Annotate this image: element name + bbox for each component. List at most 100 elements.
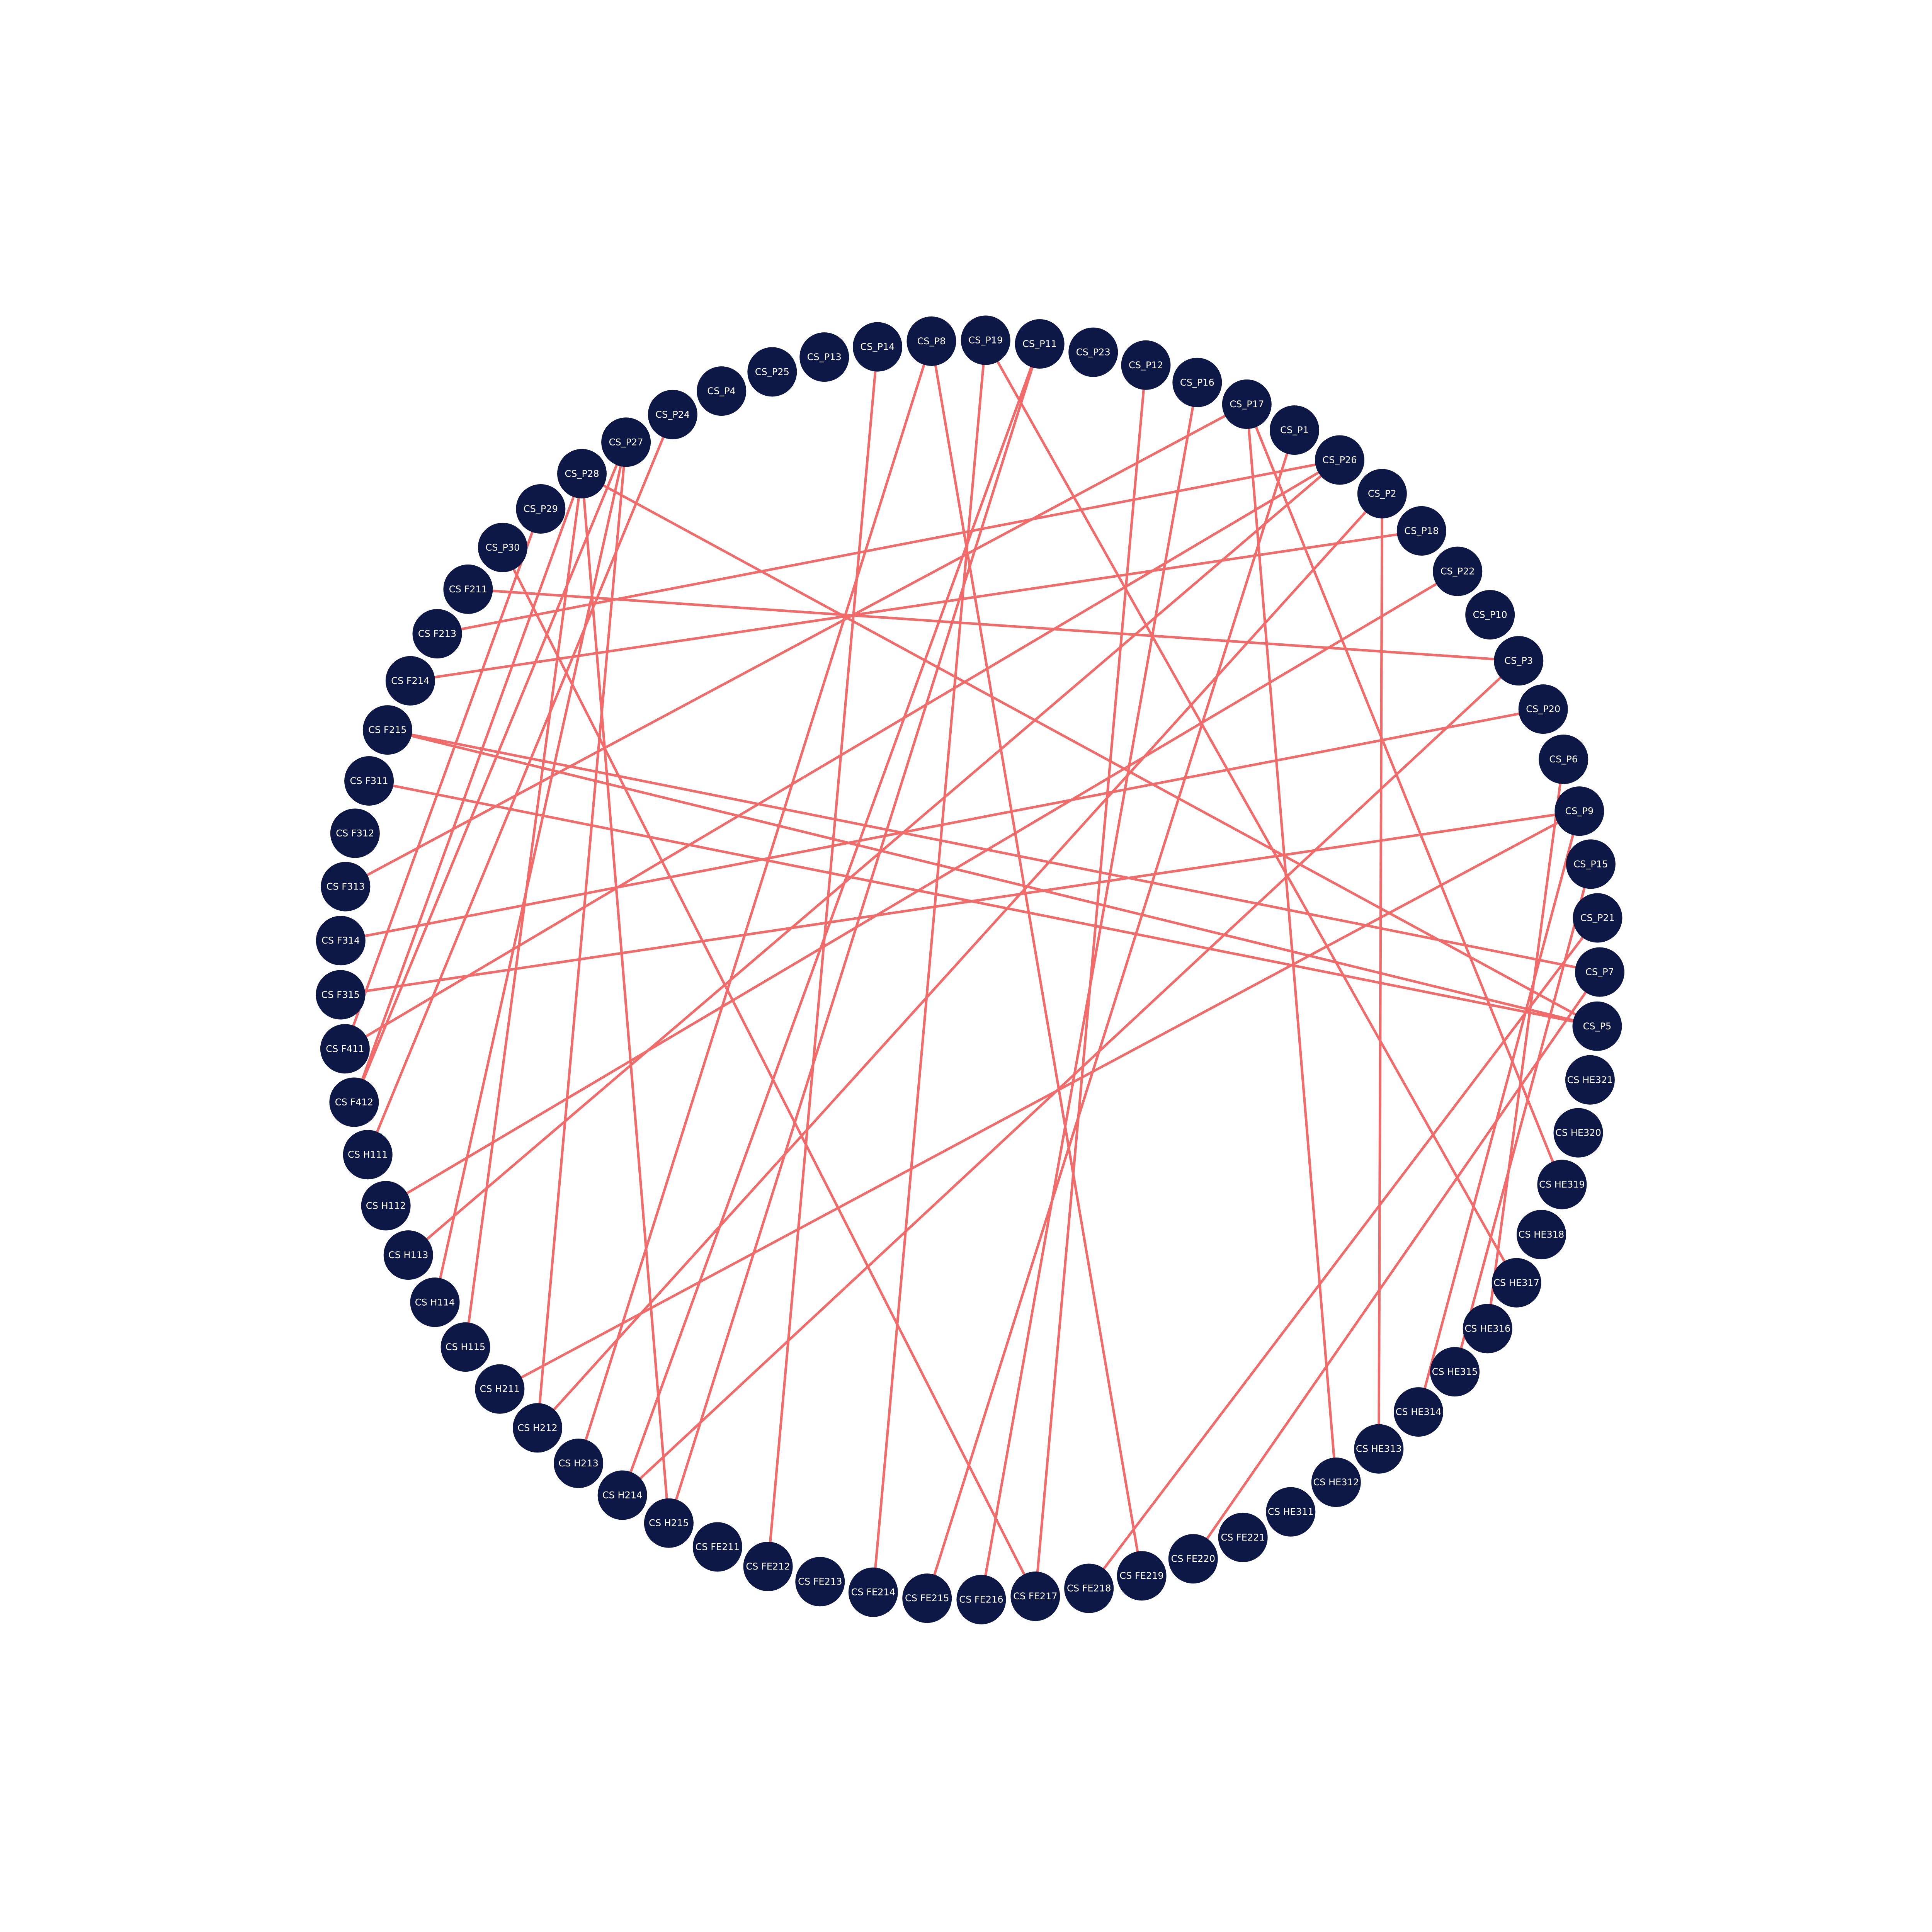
graph-node[interactable]: CS F211 — [443, 564, 493, 614]
graph-node[interactable]: CS F312 — [330, 808, 380, 858]
graph-edge — [926, 430, 1296, 1599]
graph-node[interactable]: CS HE315 — [1430, 1347, 1480, 1397]
graph-node[interactable]: CS HE320 — [1553, 1108, 1603, 1158]
node-circle — [1064, 1563, 1114, 1613]
graph-node[interactable]: CS_P5 — [1572, 1001, 1622, 1051]
node-circle — [1565, 1055, 1615, 1105]
graph-node[interactable]: CS_P8 — [906, 316, 956, 366]
graph-node[interactable]: CS F214 — [385, 656, 435, 706]
graph-node[interactable]: CS F213 — [412, 609, 462, 659]
graph-node[interactable]: CS_P11 — [1015, 319, 1065, 369]
graph-node[interactable]: CS F315 — [316, 970, 366, 1020]
graph-node[interactable]: CS F311 — [344, 756, 394, 806]
graph-node[interactable]: CS HE321 — [1565, 1055, 1615, 1105]
graph-node[interactable]: CS_P27 — [601, 417, 651, 467]
graph-node[interactable]: CS HE311 — [1266, 1487, 1316, 1537]
node-circle — [1537, 1160, 1587, 1209]
graph-node[interactable]: CS FE211 — [692, 1522, 742, 1572]
node-label: CS F311 — [350, 776, 388, 786]
node-circle — [961, 315, 1010, 365]
graph-node[interactable]: CS F411 — [320, 1024, 370, 1074]
graph-node[interactable]: CS_P10 — [1465, 590, 1515, 639]
graph-node[interactable]: CS FE218 — [1064, 1563, 1114, 1613]
graph-node[interactable]: CS F215 — [362, 705, 412, 755]
graph-node[interactable]: CS_P20 — [1518, 684, 1568, 734]
graph-node[interactable]: CS FE216 — [956, 1575, 1006, 1624]
graph-node[interactable]: CS_P15 — [1566, 839, 1616, 889]
node-circle — [557, 449, 607, 498]
graph-node[interactable]: CS HE317 — [1492, 1258, 1541, 1308]
graph-node[interactable]: CS_P6 — [1539, 735, 1588, 784]
graph-node[interactable]: CS FE219 — [1117, 1551, 1167, 1601]
graph-node[interactable]: CS_P22 — [1433, 546, 1483, 596]
graph-edge — [340, 810, 1580, 996]
graph-node[interactable]: CS HE319 — [1537, 1160, 1587, 1209]
node-circle — [440, 1322, 490, 1372]
node-circle — [330, 808, 380, 858]
graph-edge — [1486, 759, 1565, 1329]
node-label: CS_P18 — [1404, 526, 1439, 536]
graph-node[interactable]: CS FE214 — [848, 1567, 898, 1617]
node-circle — [902, 1573, 952, 1623]
node-label: CS HE320 — [1555, 1128, 1601, 1138]
graph-node[interactable]: CS_P7 — [1575, 947, 1624, 997]
graph-node[interactable]: CS_P30 — [478, 522, 527, 572]
graph-node[interactable]: CS FE215 — [902, 1573, 952, 1623]
graph-node[interactable]: CS HE312 — [1311, 1458, 1361, 1507]
graph-node[interactable]: CS_P1 — [1270, 405, 1320, 455]
graph-node[interactable]: CS FE217 — [1010, 1571, 1060, 1621]
graph-node[interactable]: CS F314 — [316, 916, 366, 966]
node-label: CS_P4 — [707, 386, 736, 396]
graph-node[interactable]: CS H211 — [475, 1364, 525, 1414]
graph-node[interactable]: CS FE212 — [743, 1542, 793, 1592]
graph-node[interactable]: CS_P16 — [1172, 357, 1222, 407]
graph-node[interactable]: CS F412 — [329, 1077, 379, 1127]
graph-node[interactable]: CS_P14 — [852, 322, 902, 372]
graph-node[interactable]: CS H214 — [597, 1470, 647, 1520]
graph-node[interactable]: CS H113 — [383, 1230, 433, 1280]
node-circle — [1463, 1304, 1512, 1354]
graph-node[interactable]: CS_P24 — [648, 389, 697, 439]
graph-node[interactable]: CS_P12 — [1121, 340, 1171, 390]
graph-node[interactable]: CS_P18 — [1396, 506, 1446, 556]
graph-node[interactable]: CS_P9 — [1554, 786, 1604, 836]
graph-node[interactable]: CS_P25 — [747, 347, 797, 397]
graph-node[interactable]: CS FE213 — [795, 1557, 845, 1607]
graph-node[interactable]: CS H115 — [440, 1322, 490, 1372]
graph-node[interactable]: CS_P3 — [1494, 636, 1544, 686]
graph-node[interactable]: CS_P2 — [1357, 469, 1407, 519]
graph-edge — [1245, 403, 1563, 1185]
graph-node[interactable]: CS_P23 — [1068, 327, 1118, 377]
node-label: CS_P27 — [609, 437, 643, 447]
graph-node[interactable]: CS_P21 — [1573, 893, 1622, 943]
node-label: CS H113 — [388, 1250, 428, 1260]
graph-node[interactable]: CS H114 — [410, 1277, 460, 1327]
graph-node[interactable]: CS HE314 — [1393, 1387, 1443, 1437]
node-label: CS_P22 — [1440, 566, 1475, 577]
graph-node[interactable]: CS_P13 — [799, 332, 849, 382]
graph-node[interactable]: CS FE221 — [1218, 1512, 1268, 1562]
graph-node[interactable]: CS H212 — [513, 1403, 563, 1453]
graph-node[interactable]: CS H111 — [343, 1130, 393, 1180]
graph-node[interactable]: CS_P4 — [697, 366, 747, 416]
graph-node[interactable]: CS F313 — [321, 862, 371, 912]
graph-node[interactable]: CS HE313 — [1354, 1424, 1404, 1474]
graph-node[interactable]: CS H112 — [361, 1181, 411, 1231]
node-label: CS_P20 — [1526, 704, 1560, 714]
node-label: CS_P5 — [1583, 1021, 1612, 1032]
node-circle — [383, 1230, 433, 1280]
graph-node[interactable]: CS HE316 — [1463, 1304, 1512, 1354]
node-circle — [848, 1567, 898, 1617]
graph-node[interactable]: CS_P29 — [516, 484, 566, 534]
graph-node[interactable]: CS HE318 — [1517, 1210, 1566, 1260]
graph-node[interactable]: CS_P19 — [961, 315, 1010, 365]
graph-node[interactable]: CS FE220 — [1168, 1534, 1218, 1584]
node-circle — [513, 1403, 563, 1453]
graph-node[interactable]: CS_P28 — [557, 449, 607, 498]
graph-node[interactable]: CS H215 — [644, 1498, 694, 1548]
graph-edge — [1417, 811, 1581, 1412]
graph-node[interactable]: CS_P17 — [1222, 379, 1272, 429]
graph-node[interactable]: CS_P26 — [1315, 435, 1364, 485]
graph-node[interactable]: CS H213 — [554, 1439, 604, 1488]
node-label: CS_P3 — [1504, 655, 1533, 666]
